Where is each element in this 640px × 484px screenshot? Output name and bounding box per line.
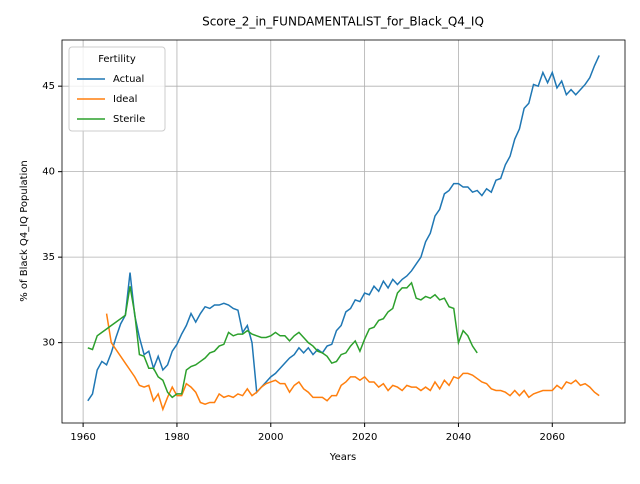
x-tick-label: 1980 <box>164 432 189 443</box>
legend-box <box>68 46 166 132</box>
data-line <box>87 281 478 399</box>
chart-title: Score_2_in_FUNDAMENTALIST_for_Black_Q4_I… <box>202 15 484 29</box>
legend-label: Sterile <box>113 114 145 125</box>
y-tick-label: 30 <box>42 338 55 349</box>
data-line <box>87 55 600 402</box>
legend-label: Actual <box>113 74 144 85</box>
y-tick-label: 40 <box>42 167 55 178</box>
y-axis-label: % of Black Q4_IQ Population <box>19 160 30 302</box>
x-tick-label: 2000 <box>258 432 283 443</box>
x-axis-label: Years <box>329 452 356 463</box>
x-tick-label: 2060 <box>540 432 565 443</box>
x-tick-label: 2020 <box>352 432 377 443</box>
x-tick-label: 2040 <box>446 432 471 443</box>
legend-title: Fertility <box>98 54 136 65</box>
data-line <box>105 313 600 412</box>
plot-frame <box>61 39 626 424</box>
y-tick-label: 45 <box>42 81 55 92</box>
legend-label: Ideal <box>113 94 137 105</box>
y-tick-label: 35 <box>42 252 55 263</box>
x-tick-label: 1960 <box>70 432 95 443</box>
